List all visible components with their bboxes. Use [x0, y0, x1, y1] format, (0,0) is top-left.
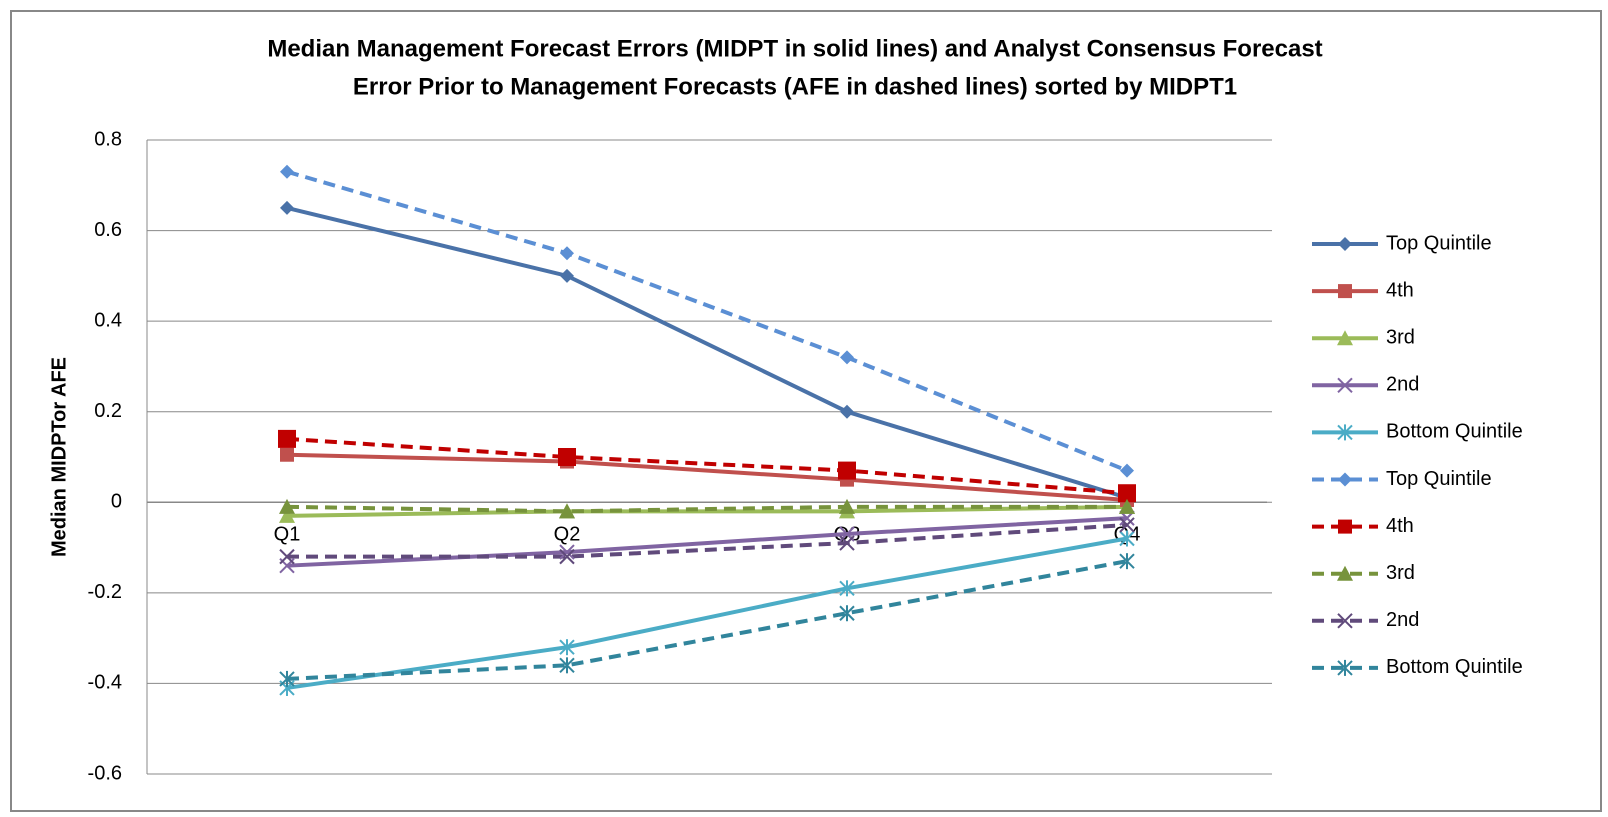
marker	[1338, 472, 1352, 487]
x-tick-label: Q1	[274, 524, 301, 546]
marker-stroke	[279, 548, 295, 565]
marker	[839, 498, 855, 514]
x-tick-label: Q2	[554, 524, 581, 546]
marker	[559, 548, 575, 565]
series-line	[286, 452, 1128, 503]
marker	[279, 507, 295, 523]
series-line	[286, 504, 1127, 514]
legend-label: Top Quintile	[1386, 232, 1492, 254]
marker-stroke	[1119, 517, 1135, 533]
marker	[559, 544, 575, 560]
marker	[1337, 613, 1353, 629]
marker	[839, 580, 855, 597]
marker	[840, 350, 854, 365]
marker	[1338, 237, 1352, 251]
marker	[279, 498, 295, 514]
y-tick-label: 0.4	[94, 309, 122, 331]
legend-label: 4th	[1386, 515, 1414, 537]
marker	[1119, 517, 1135, 533]
legend-label: 3rd	[1386, 562, 1415, 584]
marker	[560, 268, 574, 283]
series-line	[286, 559, 1128, 681]
legend-label: 2nd	[1386, 609, 1419, 631]
marker	[279, 548, 295, 565]
series-line	[286, 169, 1128, 473]
y-tick-label: -0.2	[88, 581, 122, 603]
marker-stroke	[559, 548, 575, 565]
y-tick-label: -0.4	[88, 672, 122, 694]
marker	[279, 670, 295, 687]
series-line	[286, 436, 1128, 496]
series-line	[287, 522, 1128, 559]
marker-stroke	[1337, 613, 1353, 629]
legend-label: Bottom Quintile	[1386, 656, 1523, 678]
series-line	[286, 536, 1128, 690]
legend-label: 3rd	[1386, 326, 1415, 348]
legend-label: Bottom Quintile	[1386, 421, 1523, 443]
marker	[1338, 519, 1352, 534]
y-tick-label: 0	[111, 491, 122, 513]
y-tick-label: -0.6	[88, 762, 122, 784]
marker-stroke	[559, 544, 575, 560]
marker	[839, 605, 855, 622]
series-line	[286, 205, 1128, 500]
marker	[1119, 553, 1135, 570]
marker	[280, 447, 294, 462]
marker	[1338, 284, 1352, 299]
marker	[1119, 498, 1135, 514]
y-tick-label: 0.6	[94, 219, 122, 241]
marker	[560, 246, 574, 261]
series-line	[286, 504, 1128, 518]
marker-stroke	[1337, 377, 1353, 394]
chart-title: Median Management Forecast Errors (MIDPT…	[267, 35, 1322, 62]
marker	[1120, 463, 1134, 478]
legend-label: Top Quintile	[1386, 468, 1492, 490]
y-tick-label: 0.2	[94, 400, 122, 422]
series-line	[286, 516, 1128, 568]
marker	[1337, 424, 1353, 441]
y-tick-label: 0.8	[94, 128, 122, 150]
marker	[1337, 377, 1353, 394]
marker	[1337, 330, 1353, 346]
marker	[838, 461, 856, 480]
marker	[1337, 565, 1353, 581]
chart-border	[10, 10, 1602, 812]
marker-stroke	[839, 535, 855, 551]
marker	[278, 429, 296, 448]
marker	[840, 404, 854, 419]
chart-title: Error Prior to Management Forecasts (AFE…	[353, 73, 1237, 100]
marker	[280, 164, 294, 179]
marker	[559, 657, 575, 674]
marker	[1119, 530, 1135, 547]
marker	[559, 503, 575, 519]
marker	[280, 200, 294, 215]
marker	[1337, 659, 1353, 676]
marker	[839, 535, 855, 551]
marker	[1118, 484, 1136, 503]
legend-label: 4th	[1386, 279, 1414, 301]
marker	[558, 448, 576, 466]
legend-label: 2nd	[1386, 374, 1419, 396]
y-axis-label: Median MIDPTor AFE	[48, 357, 70, 557]
marker	[559, 639, 575, 656]
